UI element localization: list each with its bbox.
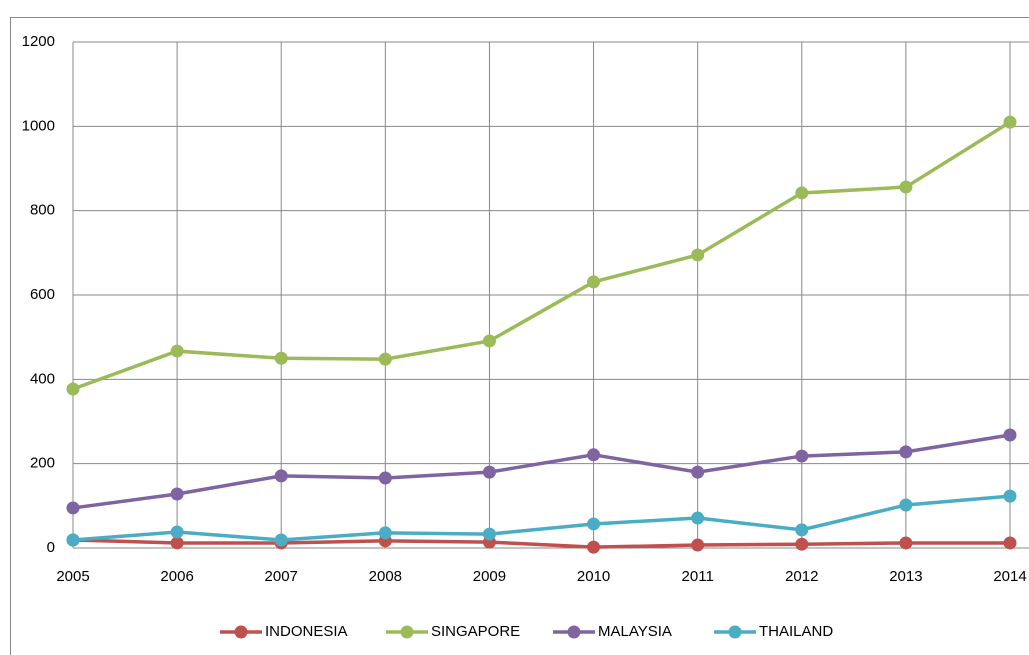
data-point xyxy=(378,526,392,540)
data-point xyxy=(274,533,288,547)
legend-marker xyxy=(400,625,414,639)
series-line xyxy=(72,494,1011,542)
series-line xyxy=(72,538,1010,549)
data-point xyxy=(691,465,705,479)
data-point xyxy=(691,511,705,525)
data-point xyxy=(587,275,601,289)
data-point xyxy=(170,536,184,550)
x-tick-label: 2009 xyxy=(473,568,506,585)
x-tick-label: 2012 xyxy=(785,568,818,585)
x-tick-label: 2005 xyxy=(56,568,89,585)
legend-label: SINGAPORE xyxy=(431,623,520,640)
legend-marker xyxy=(567,625,581,639)
legend-label: MALAYSIA xyxy=(598,623,672,640)
legend-marker xyxy=(234,625,248,639)
x-tick-label: 2008 xyxy=(369,568,402,585)
x-tick-label: 2007 xyxy=(265,568,298,585)
data-point xyxy=(1003,428,1017,442)
data-point xyxy=(587,540,601,554)
x-tick-label: 2010 xyxy=(577,568,610,585)
data-point xyxy=(795,449,809,463)
data-point xyxy=(170,344,184,358)
y-tick-label: 1000 xyxy=(22,117,55,134)
data-point xyxy=(1003,489,1017,503)
data-point xyxy=(587,517,601,531)
y-tick-label: 200 xyxy=(30,455,55,472)
y-tick-label: 0 xyxy=(47,539,55,556)
data-point xyxy=(1003,536,1017,550)
y-tick-label: 800 xyxy=(30,202,55,219)
data-point xyxy=(899,536,913,550)
y-tick-label: 600 xyxy=(30,286,55,303)
data-point xyxy=(899,180,913,194)
legend-marker xyxy=(728,625,742,639)
series-line xyxy=(72,433,1011,510)
x-tick-label: 2006 xyxy=(160,568,193,585)
data-point xyxy=(899,498,913,512)
data-point xyxy=(795,523,809,537)
data-point xyxy=(482,465,496,479)
data-point xyxy=(66,382,80,396)
x-tick-label: 2011 xyxy=(682,568,714,585)
data-point xyxy=(482,527,496,541)
data-point xyxy=(691,248,705,262)
data-point xyxy=(274,469,288,483)
data-point xyxy=(378,471,392,485)
y-tick-label: 1200 xyxy=(22,33,55,50)
data-point xyxy=(170,525,184,539)
data-point xyxy=(899,445,913,459)
x-tick-label: 2013 xyxy=(889,568,922,585)
x-tick-label: 2014 xyxy=(993,568,1026,585)
data-point xyxy=(170,487,184,501)
data-point xyxy=(795,186,809,200)
data-point xyxy=(795,537,809,551)
series-line xyxy=(72,120,1011,391)
data-point xyxy=(66,501,80,515)
data-point xyxy=(587,448,601,462)
data-point xyxy=(378,352,392,366)
data-point xyxy=(691,538,705,552)
data-point xyxy=(66,533,80,547)
data-point xyxy=(1003,115,1017,129)
legend-label: INDONESIA xyxy=(265,623,348,640)
legend-label: THAILAND xyxy=(759,623,833,640)
chart-frame xyxy=(10,17,1029,655)
data-point xyxy=(274,351,288,365)
y-tick-label: 400 xyxy=(30,370,55,387)
data-point xyxy=(482,334,496,348)
